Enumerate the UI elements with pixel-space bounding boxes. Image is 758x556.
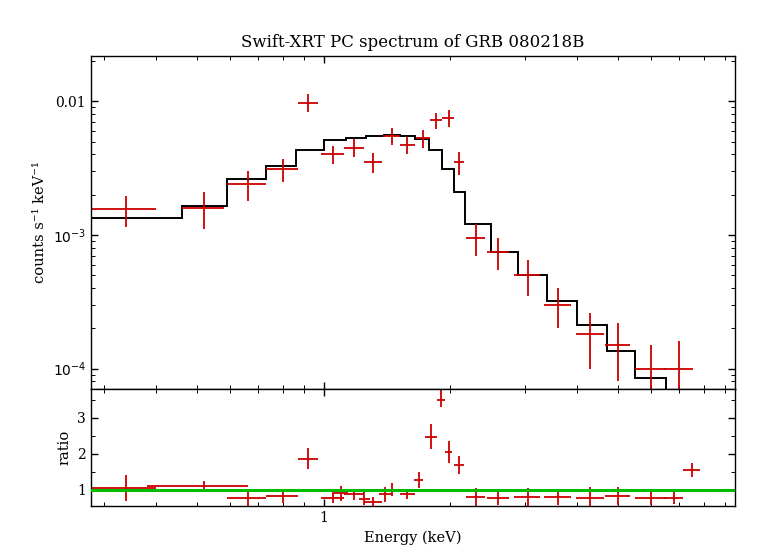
- Y-axis label: counts s⁻¹ keV⁻¹: counts s⁻¹ keV⁻¹: [33, 161, 47, 284]
- X-axis label: Energy (keV): Energy (keV): [365, 530, 462, 545]
- Title: Swift-XRT PC spectrum of GRB 080218B: Swift-XRT PC spectrum of GRB 080218B: [241, 34, 585, 51]
- Y-axis label: ratio: ratio: [58, 430, 72, 465]
